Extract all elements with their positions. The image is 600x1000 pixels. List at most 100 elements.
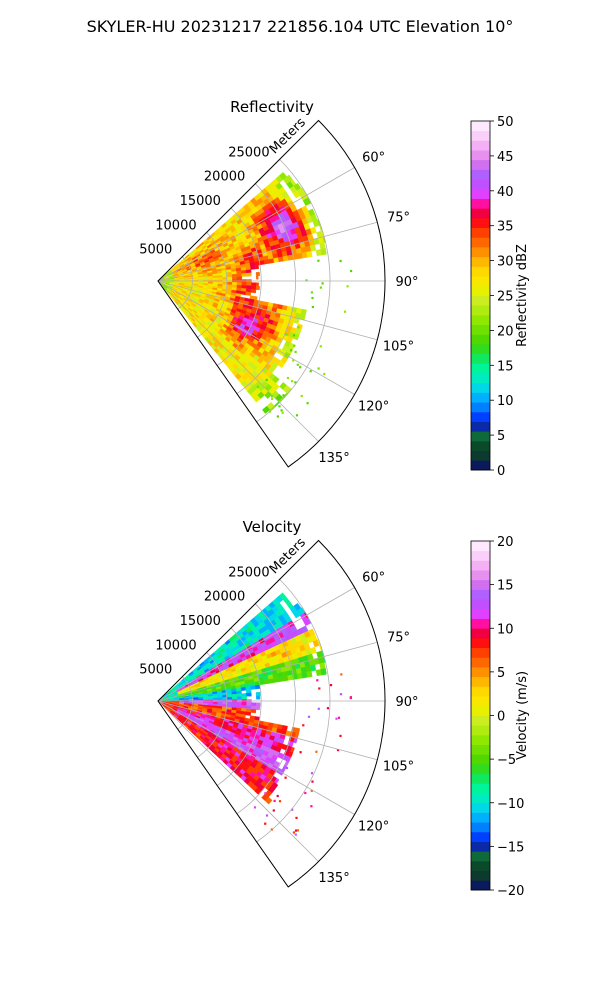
range-tick-label: 5000 [139,663,172,678]
colorbar-segment [471,227,490,238]
colorbar-segment [471,579,490,590]
figure-suptitle: SKYLER-HU 20231217 221856.104 UTC Elevat… [87,17,514,36]
radar-cell [255,691,261,697]
radar-cell [212,277,218,281]
radar-speckle [300,394,303,398]
colorbar-tick-label: 20 [497,324,514,339]
radar-speckle [299,366,302,369]
radar-speckle [335,717,338,720]
radar-speckle [295,816,298,819]
colorbar-segment [471,647,490,658]
colorbar-tick-label: −5 [497,753,516,768]
colorbar-segment [471,431,490,442]
colorbar-segment [471,373,490,384]
azimuth-tick-label: 75° [387,211,410,226]
radar-cell [241,282,247,286]
radar-speckle [294,833,297,836]
radar-speckle [294,350,297,353]
radar-cell [236,693,243,698]
radar-speckle [319,345,322,348]
colorbar-segment [471,560,490,571]
radar-speckle [290,349,293,352]
colorbar-segment [471,880,490,891]
radar-panel-velocity: Velocity500010000150002000025000Meters60… [139,518,530,899]
radar-speckle [346,285,349,288]
colorbar-segment [471,440,490,452]
radar-cell [255,285,260,291]
azimuth-spoke [157,280,319,442]
radar-cell [319,242,326,250]
colorbar-tick-label: 0 [497,710,505,725]
radar-cell [236,696,243,700]
colorbar-segment [471,295,490,306]
colorbar-segment [471,734,490,745]
colorbar-segment [471,169,490,180]
radar-speckle [321,282,324,285]
colorbar-segment [471,812,490,823]
azimuth-spoke [157,700,319,862]
radar-speckle [317,707,320,710]
radar-cell [254,296,258,301]
azimuth-tick-label: 60° [362,151,385,166]
radar-cell [207,277,214,281]
radar-cell [268,258,275,264]
colorbar-segment [471,570,490,581]
range-tick-label: 20000 [204,170,245,185]
radar-speckle [311,296,314,300]
radar-cell [273,677,280,683]
radar-cell [319,662,326,670]
radar-cell [231,702,238,706]
radar-speckle [294,381,297,384]
radar-speckle [339,734,342,737]
azimuth-tick-label: 120° [358,400,389,415]
radar-speckle [291,808,294,811]
radar-speckle [316,679,319,682]
colorbar-tick-label: −20 [497,884,524,899]
colorbar-segment [471,715,490,726]
range-tick-label: 10000 [155,638,196,653]
radar-speckle [299,751,302,754]
radar-cell [236,276,243,280]
radar-cell [251,282,257,287]
radar-cell [240,686,247,692]
radar-speckle [310,772,314,775]
azimuth-tick-label: 135° [318,871,349,886]
colorbar-segment [471,324,490,335]
radar-speckle [278,800,282,803]
colorbar-segment [471,363,490,374]
range-ring [197,652,228,758]
radar-cell [231,273,238,278]
radar-cell [246,282,252,287]
radar-speckle [310,291,313,294]
range-ring [216,207,262,366]
colorbar-segment [471,247,490,258]
azimuth-spoke [157,587,355,702]
radar-cell [212,697,218,701]
radar-cell [255,695,261,700]
radar-speckle [317,367,320,370]
colorbar-tick-label: 50 [497,115,514,130]
colorbar-segment [471,266,490,277]
radar-cell [262,405,271,414]
panels: Reflectivity500010000150002000025000Mete… [139,98,530,899]
colorbar-segment [471,150,490,161]
colorbar-segment [471,256,490,267]
radar-speckle [310,789,313,792]
colorbar-segment [471,305,490,316]
radar-speckle [304,791,307,795]
range-tick-label: 15000 [180,194,221,209]
azimuth-tick-label: 60° [362,571,385,586]
colorbar-tick-label: 15 [497,579,514,594]
azimuth-tick-label: 90° [395,275,418,290]
colorbar-segment [471,392,490,403]
colorbar-segment [471,793,490,804]
range-ring [236,603,296,815]
radar-cell [250,705,257,710]
radar-speckle [307,715,311,718]
radar-speckle [319,286,322,289]
radar-speckle [282,394,285,397]
radar-cell [227,696,233,701]
radar-cell [241,273,247,277]
colorbar-segment [471,550,490,561]
radar-cell [241,693,247,697]
